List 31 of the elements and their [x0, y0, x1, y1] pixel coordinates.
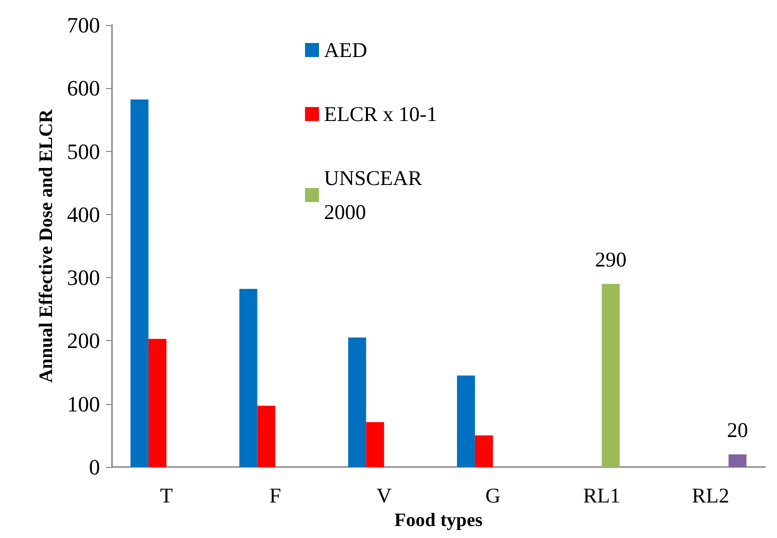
- x-axis-title: Food types: [394, 510, 483, 531]
- bar: [148, 338, 166, 467]
- x-tick-label: V: [376, 484, 392, 508]
- data-label: 20: [727, 418, 748, 442]
- y-tick-label: 400: [67, 202, 100, 227]
- x-tick-label: RL1: [583, 484, 620, 508]
- y-tick-label: 100: [67, 391, 100, 416]
- bar: [728, 454, 746, 467]
- legend-label: ELCR x 10-1: [324, 102, 438, 126]
- y-tick-label: 0: [89, 454, 100, 480]
- y-tick-label: 700: [67, 12, 100, 38]
- bar: [602, 284, 620, 467]
- bar: [348, 338, 366, 467]
- x-tick-label: RL2: [692, 484, 730, 508]
- x-tick-label: T: [160, 484, 174, 508]
- bar: [130, 100, 148, 467]
- y-tick-label: 600: [67, 76, 100, 101]
- legend-label: UNSCEAR 2000: [324, 166, 428, 224]
- y-tick-label: 500: [67, 138, 100, 164]
- y-tick-label: 300: [67, 265, 100, 290]
- y-tick-label: 200: [67, 328, 100, 354]
- bar: [239, 288, 258, 467]
- bar: [474, 435, 493, 467]
- x-tick-label: F: [269, 484, 282, 508]
- legend-label: AED: [324, 38, 368, 62]
- bar: [366, 422, 384, 467]
- bar: [457, 375, 475, 467]
- bar: [257, 406, 276, 467]
- y-axis-title: Annual Effective Dose and ELCR: [36, 109, 58, 383]
- x-tick-label: G: [485, 484, 501, 508]
- data-label: 290: [594, 247, 626, 272]
